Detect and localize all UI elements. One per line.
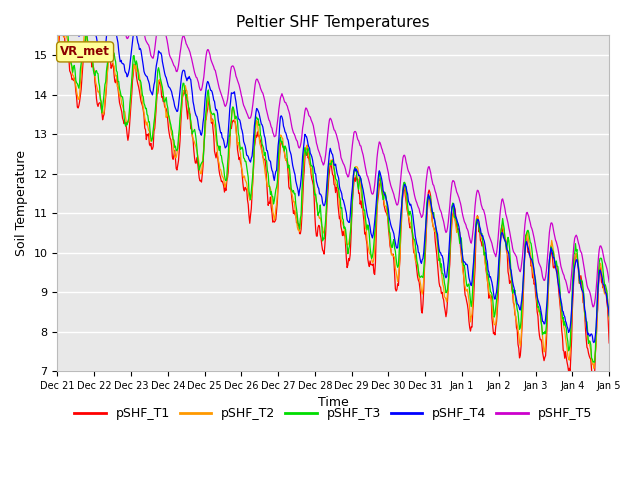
Y-axis label: Soil Temperature: Soil Temperature [15, 150, 28, 256]
Legend: pSHF_T1, pSHF_T2, pSHF_T3, pSHF_T4, pSHF_T5: pSHF_T1, pSHF_T2, pSHF_T3, pSHF_T4, pSHF… [70, 402, 597, 425]
Title: Peltier SHF Temperatures: Peltier SHF Temperatures [237, 15, 430, 30]
X-axis label: Time: Time [318, 396, 349, 409]
Text: VR_met: VR_met [60, 46, 110, 59]
